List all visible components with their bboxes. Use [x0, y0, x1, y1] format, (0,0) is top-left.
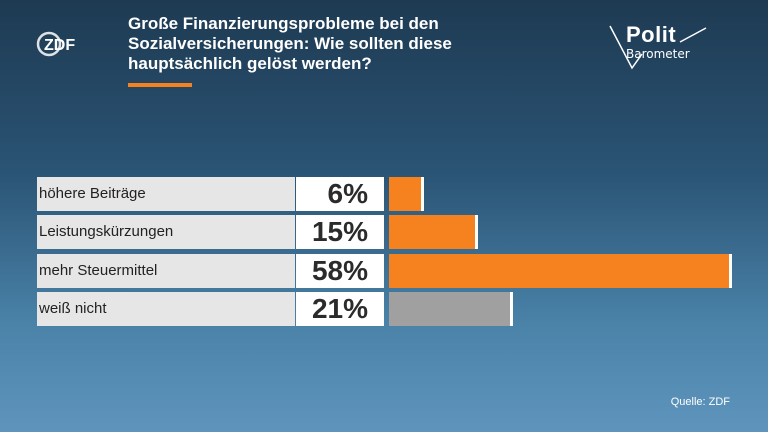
category-label: mehr Steuermittel: [37, 254, 295, 288]
bar: [389, 254, 732, 288]
value-label: 6%: [296, 177, 384, 211]
category-label: höhere Beiträge: [37, 177, 295, 211]
polit-logo-word: Polit: [626, 22, 677, 47]
politbarometer-logo: Polit Barometer: [606, 22, 726, 72]
category-label: Leistungskürzungen: [37, 215, 295, 249]
value-label: 21%: [296, 292, 384, 326]
zdf-logo: ZDF: [36, 30, 92, 58]
zdf-logo-text: ZDF: [44, 37, 75, 54]
chart-title: Große Finanzierungsprobleme bei den Sozi…: [128, 14, 452, 73]
barometer-logo-word: Barometer: [626, 47, 690, 61]
bar: [389, 177, 424, 211]
bar: [389, 292, 513, 326]
value-label: 15%: [296, 215, 384, 249]
value-label: 58%: [296, 254, 384, 288]
source-note: Quelle: ZDF: [670, 396, 730, 408]
category-label: weiß nicht: [37, 292, 295, 326]
title-accent-line: [128, 83, 192, 87]
bar: [389, 215, 478, 249]
